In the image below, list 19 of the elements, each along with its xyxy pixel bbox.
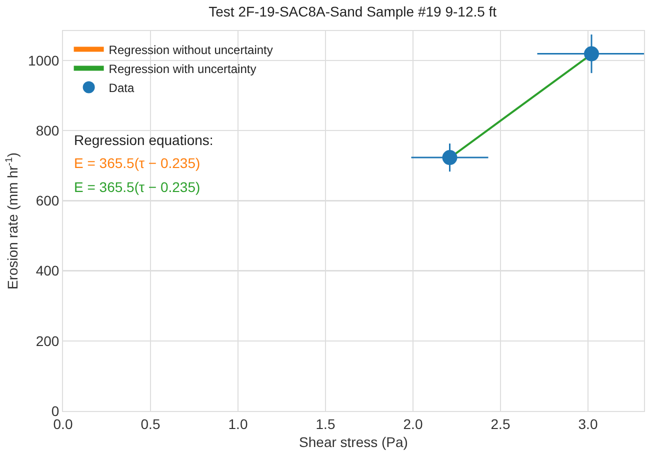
annotation: Regression equations: [74,132,214,148]
x-tick-label: 0.5 [140,416,160,432]
x-tick-label: 3.0 [578,416,598,432]
x-tick-label: 1.0 [228,416,248,432]
x-tick-label: 2.5 [490,416,510,432]
x-tick-label: 2.0 [403,416,423,432]
x-tick-label: 1.5 [316,416,336,432]
annotation: E = 365.5(τ − 0.235) [74,155,200,171]
y-tick-label: 600 [36,192,60,209]
y-tick-label: 800 [36,122,60,138]
y-tick-label: 400 [36,262,60,279]
y-tick-label: 200 [36,332,60,349]
legend-label: Data [108,80,134,95]
x-axis-title: Shear stress (Pa) [299,434,408,450]
legend-label: Regression with uncertainty [108,62,256,76]
y-tick-label: 1000 [28,52,60,68]
chart-title: Test 2F-19-SAC8A-Sand Sample #19 9-12.5 ft [208,4,497,20]
annotation: E = 365.5(τ − 0.235) [74,179,200,195]
legend-label: Regression without uncertainty [108,42,273,57]
